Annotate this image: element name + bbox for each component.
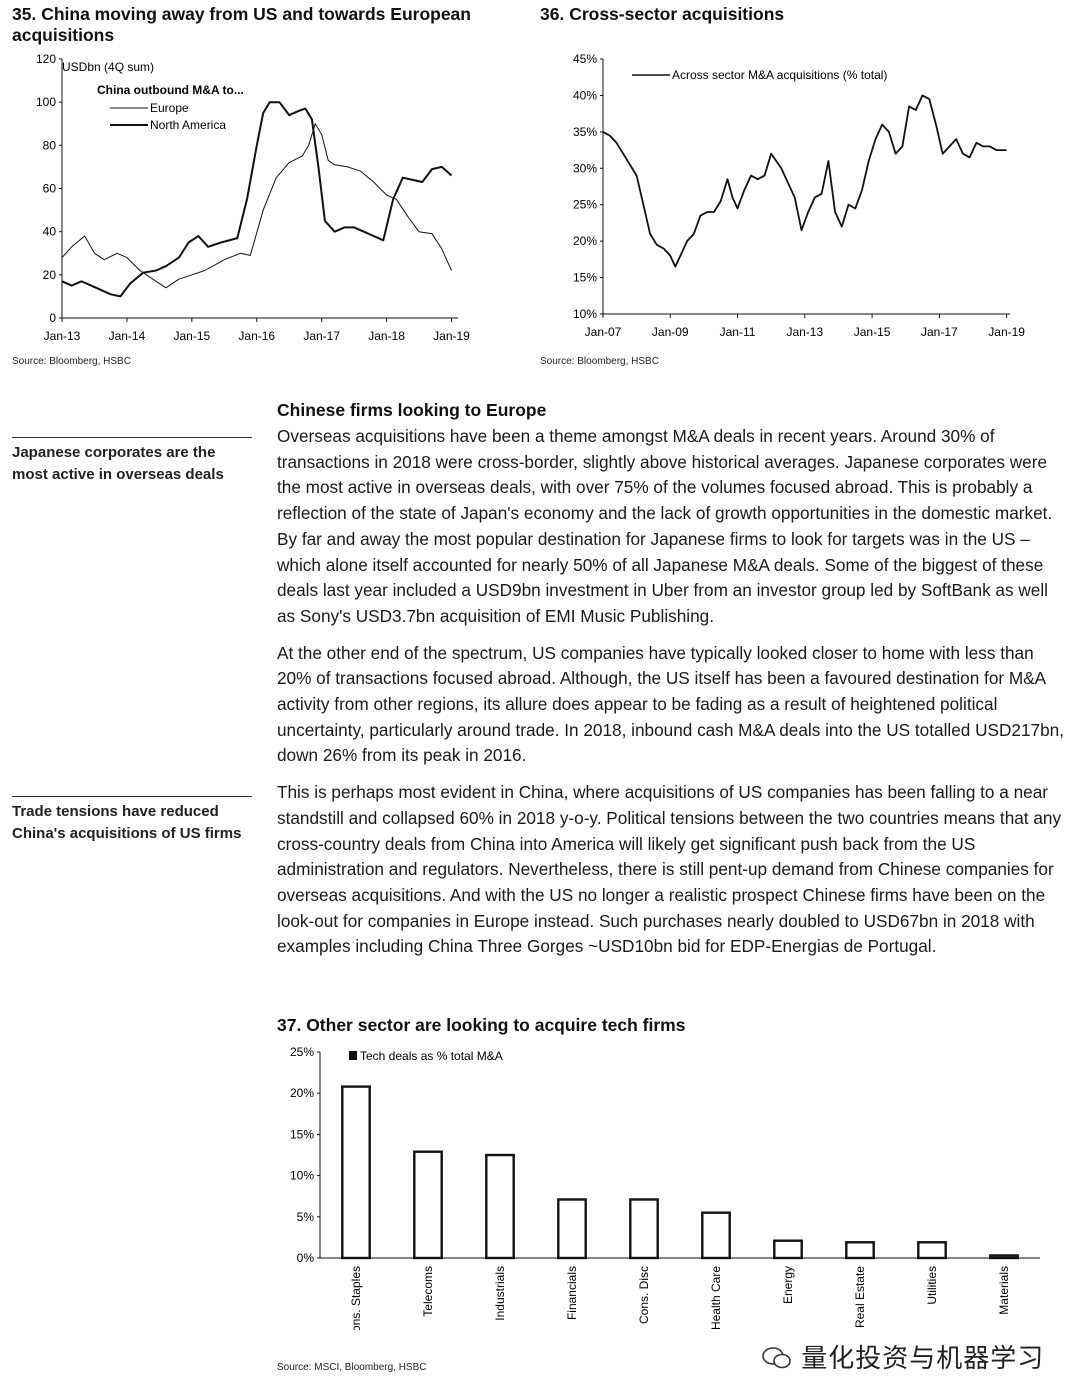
chart-36-title: 36. Cross-sector acquisitions <box>540 4 785 24</box>
series-line-1 <box>61 123 452 289</box>
chart-35: 0 20 40 60 80 100 120 Jan-13 Jan-14 Jan-15 Jan-16 J… <box>36 52 470 343</box>
y-tick-label: 0% <box>297 1251 315 1265</box>
article-paragraph-2: At the other end of the spectrum, US com… <box>277 642 1064 766</box>
y-tick-label: 10% <box>290 1169 314 1183</box>
x-tick-label: Jan-13 <box>44 329 81 343</box>
article-paragraph-1: Overseas acquisitions have been a theme … <box>277 426 1053 626</box>
series-line-1 <box>602 94 1007 268</box>
chart-36-legend: Across sector M&A acquisitions (% total) <box>672 68 887 82</box>
y-tick-label: 10% <box>573 307 597 321</box>
chart-35-ylabel: USDbn (4Q sum) <box>62 60 154 74</box>
y-tick-label: 40% <box>573 88 597 102</box>
x-tick-label: Jan-09 <box>652 325 689 339</box>
side-note-japanese: Japanese corporates are the most active … <box>12 437 252 486</box>
y-tick-label: 30% <box>573 161 597 175</box>
article-paragraph-3: This is perhaps most evident in China, w… <box>277 782 1062 957</box>
chart-36-source: Source: Bloomberg, HSBC <box>540 356 659 367</box>
bar <box>989 1254 1019 1260</box>
chart-35-legend-europe: Europe <box>150 101 189 115</box>
x-category-label: Cons. Disc <box>637 1266 651 1324</box>
y-tick-label: 15% <box>290 1127 314 1141</box>
legend-tech-swatch <box>349 1051 357 1060</box>
y-tick-label: 40 <box>43 225 57 239</box>
bar <box>413 1150 443 1260</box>
y-tick-label: 20 <box>43 268 57 282</box>
bar <box>341 1085 371 1260</box>
x-tick-label: Jan-11 <box>720 325 756 339</box>
y-tick-label: 0 <box>49 311 56 325</box>
bar <box>485 1153 515 1260</box>
wechat-icon <box>762 1347 791 1369</box>
x-tick-label: Jan-17 <box>921 325 958 339</box>
y-tick-label: 80 <box>43 138 57 152</box>
y-tick-label: 25% <box>290 1045 314 1059</box>
x-tick-label: Jan-15 <box>173 329 210 343</box>
chart-35-legend-na: North America <box>150 118 226 132</box>
chart-35-title: 35. China moving away from US and toward… <box>12 4 471 45</box>
y-tick-label: 100 <box>36 95 56 109</box>
chart-37-legend: Tech deals as % total M&A <box>360 1049 503 1063</box>
article-heading: Chinese firms looking to Europe <box>277 400 547 420</box>
x-tick-label: Jan-19 <box>433 329 470 343</box>
bar <box>845 1241 875 1260</box>
y-tick-label: 45% <box>573 52 597 66</box>
x-tick-label: Jan-07 <box>585 325 622 339</box>
y-tick-label: 15% <box>573 271 597 285</box>
x-tick-label: Jan-19 <box>988 325 1025 339</box>
chart-37-source: Source: MSCI, Bloomberg, HSBC <box>277 1362 427 1373</box>
x-category-label: Telecoms <box>421 1266 435 1317</box>
series-line-2 <box>61 101 453 298</box>
bar <box>701 1211 731 1260</box>
y-tick-label: 20% <box>573 234 597 248</box>
bar <box>773 1239 803 1260</box>
chart-37: 0% 5% 10% 15% 20% 25% Cons. Staples Telecoms Ind… <box>290 1045 1040 1330</box>
y-tick-label: 5% <box>297 1210 315 1224</box>
y-tick-label: 20% <box>290 1086 314 1100</box>
bar <box>557 1198 587 1260</box>
x-category-label: Energy <box>781 1266 795 1304</box>
bar <box>917 1241 947 1260</box>
x-tick-label: Jan-14 <box>109 329 146 343</box>
x-category-label: Health Care <box>709 1266 723 1330</box>
x-category-label: Utilities <box>925 1266 939 1305</box>
x-category-label: Cons. Staples <box>349 1266 363 1330</box>
chart-35-source: Source: Bloomberg, HSBC <box>12 356 131 367</box>
x-tick-label: Jan-18 <box>368 329 405 343</box>
x-category-label: Financials <box>565 1266 579 1320</box>
watermark-text: 量化投资与机器学习 <box>801 1344 1045 1374</box>
y-tick-label: 120 <box>36 52 56 66</box>
x-tick-label: Jan-13 <box>786 325 823 339</box>
y-tick-label: 60 <box>43 182 57 196</box>
bar <box>629 1198 659 1260</box>
x-tick-label: Jan-17 <box>303 329 340 343</box>
chart-37-title: 37. Other sector are looking to acquire … <box>277 1015 686 1035</box>
x-category-label: Real Estate <box>853 1266 867 1328</box>
y-tick-label: 35% <box>573 125 597 139</box>
watermark: 量化投资与机器学习 <box>762 1338 1044 1375</box>
x-tick-label: Jan-16 <box>238 329 275 343</box>
article-body: Overseas acquisitions have been a theme … <box>277 424 1069 971</box>
y-tick-label: 25% <box>573 198 597 212</box>
x-category-label: Industrials <box>493 1266 507 1321</box>
chart-35-legend-title: China outbound M&A to... <box>97 83 244 97</box>
side-note-trade: Trade tensions have reduced China's acqu… <box>12 796 252 845</box>
chart-36: 10% 15% 20% 25% 30% 35% 40% 45% Jan-07 Jan-09 Jan-… <box>573 52 1025 339</box>
x-category-label: Materials <box>997 1266 1011 1315</box>
x-tick-label: Jan-15 <box>854 325 891 339</box>
